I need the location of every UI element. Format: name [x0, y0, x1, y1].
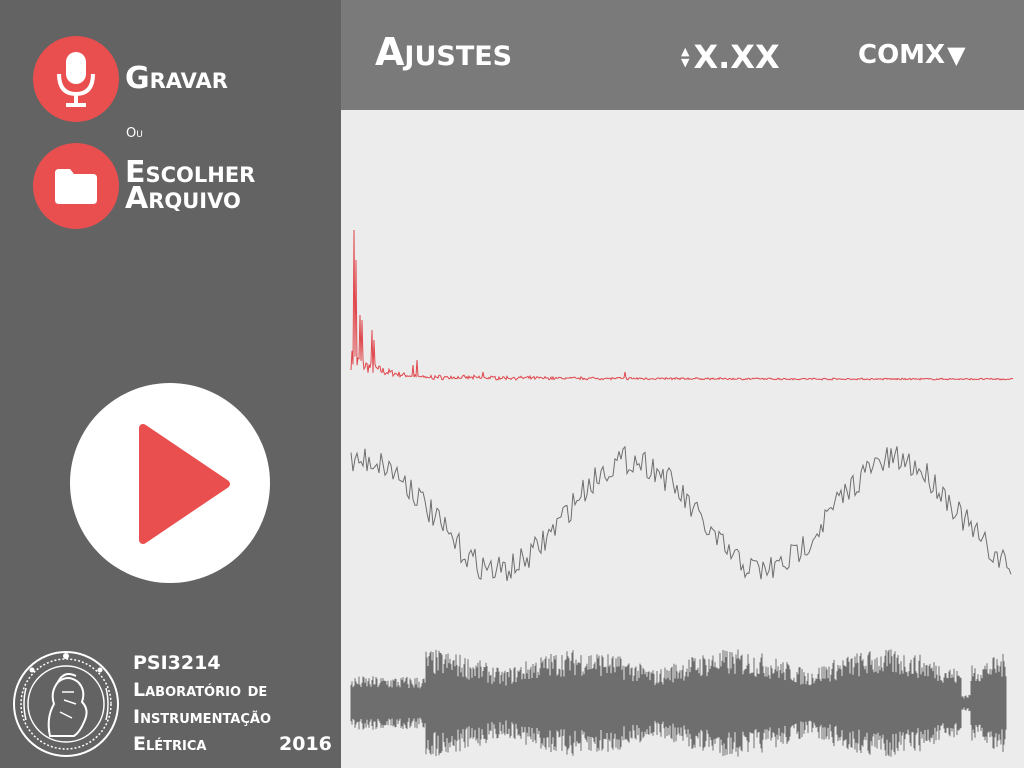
signal-trace — [350, 445, 1012, 581]
record-label[interactable]: Gravar — [125, 61, 228, 96]
course-name-line3: Elétrica — [133, 733, 207, 755]
university-seal-logo — [13, 651, 119, 757]
settings-button[interactable]: Ajustes — [375, 30, 513, 74]
stepper-arrows[interactable]: ▲ ▼ — [681, 46, 689, 68]
choose-file-button[interactable] — [33, 143, 119, 229]
microphone-icon — [57, 52, 95, 107]
port-label: COMX — [858, 40, 946, 70]
course-year: 2016 — [279, 733, 332, 755]
stepper-up-icon[interactable]: ▲ — [681, 45, 690, 58]
plot-area — [341, 110, 1024, 768]
play-icon — [139, 424, 230, 544]
or-separator: Ou — [126, 126, 143, 141]
chevron-down-icon: ▼ — [947, 41, 966, 69]
spectrum-trace — [350, 229, 1014, 381]
folder-icon — [55, 169, 97, 204]
choose-file-label[interactable]: Escolher Arquivo — [125, 155, 256, 216]
play-button[interactable] — [70, 383, 270, 583]
choose-file-line2: Arquivo — [125, 181, 241, 216]
value-stepper[interactable]: ▲ ▼ X.XX — [681, 38, 780, 76]
course-name-line2: Instrumentação — [133, 706, 272, 728]
filtered-signal-plot — [350, 445, 1012, 581]
top-bar: Ajustes ▲ ▼ X.XX COMX ▼ — [341, 0, 1024, 110]
choose-file-line1: Escolher — [125, 155, 256, 190]
sidebar: Gravar Ou Escolher Arquivo PSI3214 Labor… — [0, 0, 341, 768]
record-button[interactable] — [33, 36, 119, 122]
frequency-spectrum-plot — [350, 229, 1014, 381]
value-display: X.XX — [693, 38, 780, 76]
port-select[interactable]: COMX ▼ — [858, 40, 966, 70]
waveform-trace — [350, 649, 1007, 757]
stepper-down-icon[interactable]: ▼ — [681, 56, 690, 69]
course-code: PSI3214 — [133, 652, 221, 674]
course-name-line1: Laboratório de — [133, 679, 268, 701]
audio-waveform-plot — [350, 649, 1007, 757]
